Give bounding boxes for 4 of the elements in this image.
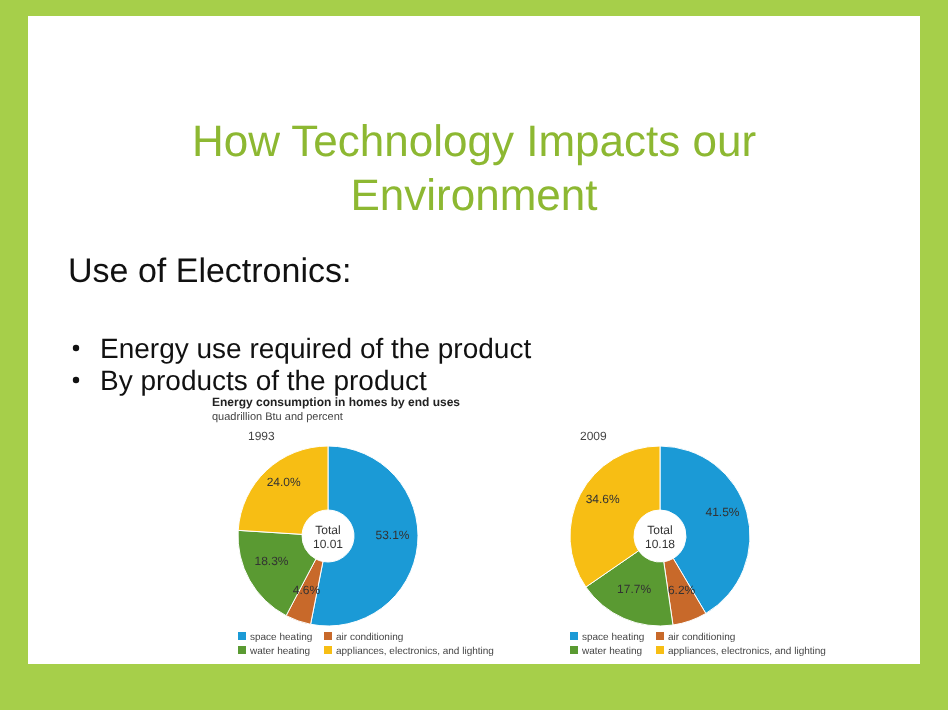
text: Use of Electronics:	[68, 252, 352, 290]
text: How Technology Impacts our Environment	[191, 116, 757, 220]
text: Energy use required of the product	[100, 332, 532, 364]
text: By products of the product	[100, 364, 428, 396]
